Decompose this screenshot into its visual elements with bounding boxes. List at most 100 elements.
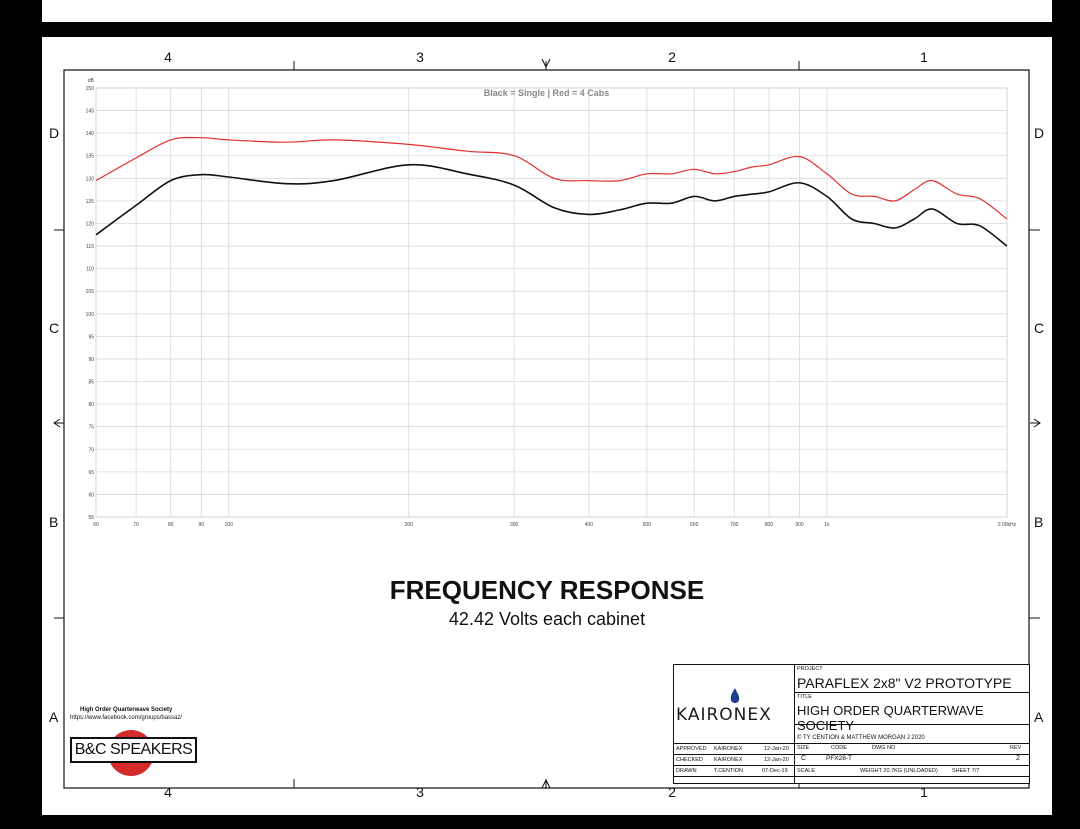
y-tick-label: 65 <box>88 470 94 476</box>
x-tick-label: 100 <box>225 522 234 528</box>
zone-right-d: D <box>1034 125 1045 141</box>
drawing-frame <box>53 58 1041 789</box>
zone-top-2: 2 <box>668 49 676 65</box>
y-tick-label: 150 <box>86 86 95 92</box>
approved-by: KAIRONEX <box>714 746 743 752</box>
y-tick-label: 85 <box>88 380 94 386</box>
title-block: PROJECT PARAFLEX 2x8" V2 PROTOTYPE TITLE… <box>673 664 1030 784</box>
tb-divider <box>674 765 1029 766</box>
x-tick-label: 700 <box>730 522 739 528</box>
dwg-label: DWG NO <box>872 745 896 751</box>
center-arrow-left <box>53 418 64 428</box>
tb-divider <box>674 743 1029 744</box>
y-tick-label: 105 <box>86 289 95 295</box>
zone-top-4: 4 <box>164 49 172 65</box>
zone-left-c: C <box>49 320 60 336</box>
weight: WEIGHT 20.7KG (UNLOADED) <box>860 768 938 774</box>
y-tick-label: 70 <box>88 447 94 453</box>
drawn-by: T.CENTION <box>714 768 744 774</box>
scale-label: SCALE <box>797 768 816 774</box>
y-tick-label: 140 <box>86 131 95 137</box>
y-tick-label: 80 <box>88 402 94 408</box>
drawing-title: HIGH ORDER QUARTERWAVE SOCIETY <box>797 703 984 733</box>
x-tick-label: 400 <box>585 522 594 528</box>
zone-bottom-2: 2 <box>668 784 676 800</box>
sheet-number: SHEET 7/7 <box>952 768 980 774</box>
checked-date: 12-Jan-20 <box>764 757 789 763</box>
chart-heading: FREQUENCY RESPONSE <box>389 575 705 605</box>
x-tick-label: 600 <box>690 522 699 528</box>
y-tick-label: 130 <box>86 176 95 182</box>
zone-left-b: B <box>49 514 59 530</box>
x-tick-label: 200 <box>405 522 414 528</box>
zone-right-b: B <box>1034 514 1044 530</box>
tb-divider <box>794 724 1029 725</box>
x-tick-label: 1k <box>824 522 830 528</box>
series-line-4-cabs <box>95 136 1008 220</box>
y-tick-label: 55 <box>88 515 94 521</box>
checked-label: CHECKED <box>676 757 703 763</box>
center-arrow-bottom <box>541 778 551 789</box>
drawn-date: 07-Dec-19 <box>762 768 788 774</box>
bc-speakers-logo: B&C SPEAKERS <box>70 737 197 763</box>
size-value: C <box>801 755 807 762</box>
drawn-label: DRAWN <box>676 768 697 774</box>
x-tick-label: 80 <box>168 522 174 528</box>
zone-left-a: A <box>49 709 59 725</box>
society-url: https://www.facebook.com/groups/bassaz/ <box>70 715 183 721</box>
tb-divider <box>674 754 1029 755</box>
zone-bottom-4: 4 <box>164 784 172 800</box>
title-label: TITLE <box>797 694 812 700</box>
copyright: © TY CENTION & MATTHEW MORGAN J 2020 <box>797 735 925 741</box>
center-arrow-top <box>541 58 551 70</box>
y-tick-label: 120 <box>86 221 95 227</box>
rev-value: 2 <box>1016 755 1020 762</box>
x-tick-label: 90 <box>199 522 205 528</box>
y-tick-label: 60 <box>88 492 94 498</box>
x-tick-label: 2.00kHz <box>998 522 1017 528</box>
x-tick-label: 70 <box>133 522 139 528</box>
drawing-sheet: 4 3 2 1 4 3 2 1 D C B A D C B A 150 145 14… <box>42 37 1052 815</box>
kaironex-logo: KAIRONEX <box>676 705 772 725</box>
previous-sheet-strip <box>42 0 1052 22</box>
project-name: PARAFLEX 2x8" V2 PROTOTYPE <box>797 675 1012 691</box>
approved-date: 12-Jan-20 <box>764 746 789 752</box>
approved-label: APPROVED <box>676 746 707 752</box>
logo-figure-icon <box>730 688 740 703</box>
zone-bottom-3: 3 <box>416 784 424 800</box>
zone-left-d: D <box>49 125 60 141</box>
chart-legend-title: Black = Single | Red = 4 Cabs <box>484 88 610 98</box>
y-tick-label: 75 <box>88 425 94 431</box>
code-value: PFX28-T <box>826 755 853 762</box>
series-line-single <box>95 163 1008 247</box>
size-label: SIZE <box>797 745 810 751</box>
center-arrow-right <box>1030 418 1041 428</box>
tb-divider <box>794 692 1029 693</box>
frequency-response-chart: 150 145 140 135 130 125 120 115 110 105 100 95 90 85 8… <box>86 78 1017 528</box>
y-tick-label: 110 <box>86 267 94 273</box>
zone-top-3: 3 <box>416 49 424 65</box>
x-tick-label: 300 <box>510 522 519 528</box>
x-tick-label: 800 <box>765 522 774 528</box>
chart-subheading: 42.42 Volts each cabinet <box>448 609 646 629</box>
x-tick-label: 900 <box>795 522 804 528</box>
rev-label: REV <box>1010 745 1022 751</box>
y-tick-label: 115 <box>86 244 94 250</box>
y-axis-label: dB <box>88 78 95 84</box>
code-label: CODE <box>831 745 847 751</box>
y-tick-label: 100 <box>86 312 95 318</box>
zone-top-1: 1 <box>920 49 928 65</box>
y-tick-label: 95 <box>88 334 94 340</box>
plot-area <box>95 87 1008 518</box>
y-tick-label: 145 <box>86 109 95 115</box>
zone-right-c: C <box>1034 320 1045 336</box>
project-label: PROJECT <box>797 666 823 672</box>
checked-by: KAIRONEX <box>714 757 743 763</box>
society-name: High Order Quarterwave Society <box>80 707 173 713</box>
y-tick-label: 125 <box>86 199 95 205</box>
x-tick-label: 500 <box>643 522 652 528</box>
zone-bottom-1: 1 <box>920 784 928 800</box>
zone-right-a: A <box>1034 709 1044 725</box>
tb-divider <box>674 776 1029 777</box>
y-tick-label: 90 <box>88 357 94 363</box>
